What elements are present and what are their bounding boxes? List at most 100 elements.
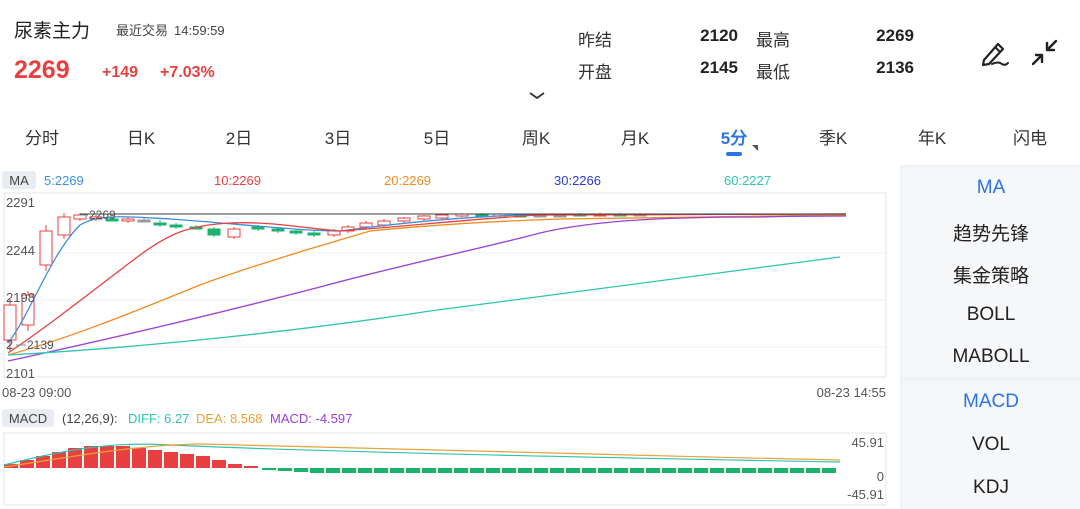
main-chart-grid <box>4 252 886 348</box>
price-change-percent: +7.03% <box>160 64 215 81</box>
macd-bar-negative <box>358 468 372 473</box>
macd-bar-negative <box>342 468 356 473</box>
macd-bar-negative <box>678 468 692 473</box>
tab-5-min[interactable]: 5分 <box>720 129 748 148</box>
period-tabs: 分时 日K 2日 3日 5日 周K 月K 5分 季K 年K 闪电 <box>0 118 1080 158</box>
candle-body <box>227 228 241 238</box>
ma-legend-tag-bg[interactable] <box>2 171 36 189</box>
recent-trade: 最近交易 14:59:59 <box>116 20 225 39</box>
sub-indicator-list: MACD VOL KDJ <box>902 381 1080 509</box>
macd-bar-negative <box>278 468 292 471</box>
candle-body <box>397 217 411 222</box>
macd-bar-negative <box>422 468 436 473</box>
recent-trade-time: 14:59:59 <box>174 23 225 38</box>
macd-bar-negative <box>390 468 404 473</box>
macd-bar-negative <box>630 468 644 473</box>
macd-bar-negative <box>550 468 564 473</box>
ma5-line <box>7 213 847 344</box>
pen-draw-icon[interactable] <box>978 36 1012 70</box>
macd-bar-positive <box>196 456 210 468</box>
tab-flash[interactable]: 闪电 <box>1013 129 1047 148</box>
macd-bar-positive <box>212 460 226 468</box>
candle-body <box>137 219 151 223</box>
macd-bar-negative <box>598 468 612 473</box>
candle-body <box>73 214 87 220</box>
macd-value: MACD: -4.597 <box>270 411 352 426</box>
macd-bar-positive <box>180 454 194 468</box>
ma30-line <box>7 215 847 362</box>
ma-lines <box>7 213 847 362</box>
open-value: 2145 <box>700 58 738 77</box>
kline-chart-panel: MA 5:2269 10:2269 20:2269 30:2266 60:222… <box>0 165 900 509</box>
macd-bar-negative <box>534 468 548 473</box>
open-label: 开盘 <box>578 63 612 82</box>
candle-body <box>39 230 53 266</box>
tab-quarter-k[interactable]: 季K <box>818 129 848 148</box>
candle-body <box>169 224 183 228</box>
macd-bar-negative <box>518 468 532 473</box>
ma20-line <box>7 214 847 356</box>
tab-3-day[interactable]: 3日 <box>324 129 352 148</box>
macd-bar-negative <box>582 468 596 473</box>
macd-bar-negative <box>614 468 628 473</box>
price-tick-3: 2198 <box>6 290 35 305</box>
indicator-ma[interactable]: MA <box>976 177 1006 198</box>
macd-bar-negative <box>694 468 708 473</box>
candle-body <box>251 226 265 230</box>
indicator-trend-pioneer[interactable]: 趋势先锋 <box>952 224 1029 245</box>
tab-year-k[interactable]: 年K <box>917 129 947 148</box>
macd-bar-negative <box>502 468 516 473</box>
macd-bar-positive <box>52 452 66 468</box>
macd-legend-tag-bg[interactable] <box>2 409 54 427</box>
macd-bar-negative <box>806 468 820 473</box>
low-marker-label: 2139 <box>27 338 54 352</box>
candle-body <box>121 218 135 222</box>
tab-month-k[interactable]: 月K <box>620 129 650 148</box>
collapse-arrows-icon[interactable] <box>1028 36 1062 70</box>
indicator-gold-strategy[interactable]: 集金策略 <box>952 266 1029 287</box>
macd-bar-negative <box>326 468 340 473</box>
last-price: 2269 <box>14 56 70 84</box>
tab-2-day[interactable]: 2日 <box>225 129 253 148</box>
chevron-down-icon[interactable] <box>528 88 546 100</box>
macd-dea: DEA: 8.568 <box>196 411 263 426</box>
recent-trade-label: 最近交易 <box>116 23 169 38</box>
indicator-maboll[interactable]: MABOLL <box>952 346 1030 367</box>
ma-legend-tag[interactable]: MA <box>9 173 29 188</box>
main-indicator-list: MA 趋势先锋 集金策略 BOLL MABOLL <box>902 167 1080 377</box>
macd-bar-negative <box>454 468 468 473</box>
macd-params: (12,26,9): <box>62 411 118 426</box>
macd-bar-negative <box>566 468 580 473</box>
indicator-kdj[interactable]: KDJ <box>973 477 1009 498</box>
candle-body <box>377 220 391 226</box>
active-tab-indicator <box>726 152 742 156</box>
ma-legend: MA 5:2269 10:2269 20:2269 30:2266 60:222… <box>2 171 771 189</box>
ma5-value: 5:2269 <box>44 173 84 188</box>
tab-fenshi[interactable]: 分时 <box>25 129 59 148</box>
macd-bar-negative <box>470 468 484 473</box>
tab-day-k[interactable]: 日K <box>126 129 156 148</box>
ma60-value: 60:2227 <box>724 173 771 188</box>
macd-bar-positive <box>84 446 98 468</box>
tab-5-day[interactable]: 5日 <box>423 129 451 148</box>
candle-body <box>289 230 303 234</box>
indicator-vol[interactable]: VOL <box>971 434 1011 455</box>
period-dropdown-caret-icon[interactable] <box>752 145 758 151</box>
candle-body <box>359 222 373 228</box>
high-marker-label: 2269 <box>89 208 116 222</box>
price-tick-2: 2244 <box>6 243 35 258</box>
ma10-value: 10:2269 <box>214 173 261 188</box>
indicator-boll[interactable]: BOLL <box>966 304 1016 325</box>
macd-axis-zero: 0 <box>877 469 884 484</box>
macd-bar-negative <box>710 468 724 473</box>
macd-bar-negative <box>822 468 836 473</box>
macd-bar-negative <box>726 468 740 473</box>
low-label: 最低 <box>756 63 790 82</box>
indicator-macd[interactable]: MACD <box>963 391 1019 412</box>
ma60-line <box>7 256 841 356</box>
price-tick-top: 2291 <box>6 195 35 210</box>
macd-legend-tag[interactable]: MACD <box>9 411 47 426</box>
indicator-panel: MA 趋势先锋 集金策略 BOLL MABOLL MACD VOL KDJ <box>900 165 1080 509</box>
macd-bar-positive <box>116 446 130 468</box>
tab-week-k[interactable]: 周K <box>521 129 551 148</box>
